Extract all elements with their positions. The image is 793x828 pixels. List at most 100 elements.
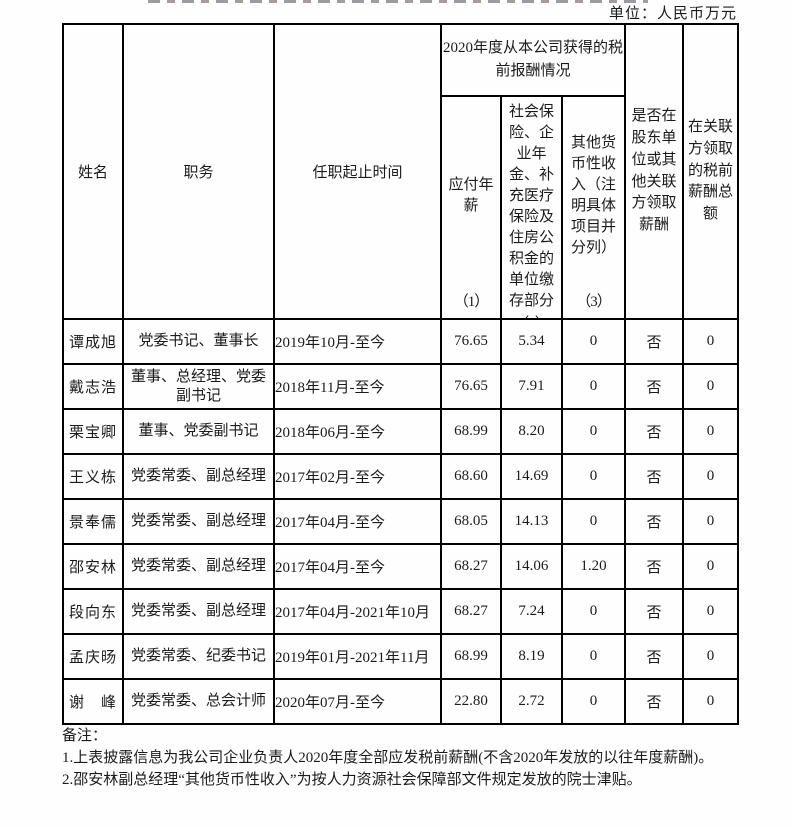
- table-row: 景奉儒 党委常委、副总经理 2017年04月-至今 68.05 14.13 0 否 0: [62, 498, 739, 545]
- table-row: 谭成旭 党委书记、董事长 2019年10月-至今 76.65 5.34 0 否 0: [62, 318, 739, 365]
- header-salary-label: 应付年薪: [448, 177, 494, 214]
- cell-related_flag: 否: [624, 588, 684, 635]
- cell-salary: 22.80: [440, 678, 502, 725]
- table-row: 栗宝卿 董事、党委副书记 2018年06月-至今 68.99 8.20 0 否 0: [62, 408, 739, 455]
- cell-insurance: 14.13: [500, 498, 563, 545]
- cell-name: 王义栋: [62, 453, 124, 500]
- cell-insurance: 8.19: [500, 633, 563, 680]
- cell-term: 2017年04月-2021年10月: [273, 588, 442, 635]
- cell-term: 2020年07月-至今: [273, 678, 442, 725]
- cell-position: 党委常委、副总经理: [122, 543, 275, 590]
- cell-term: 2019年01月-2021年11月: [273, 633, 442, 680]
- cell-term: 2017年04月-至今: [273, 543, 442, 590]
- cell-name: 景奉儒: [62, 498, 124, 545]
- notes-title: 备注：: [62, 728, 108, 744]
- cell-name: 谢 峰: [62, 678, 124, 725]
- cell-name: 栗宝卿: [62, 408, 124, 455]
- cell-insurance: 8.20: [500, 408, 563, 455]
- cell-related_flag: 否: [624, 498, 684, 545]
- cell-related_flag: 否: [624, 318, 684, 365]
- cell-position: 党委常委、副总经理: [122, 453, 275, 500]
- cell-name: 戴志浩: [62, 363, 124, 410]
- table-row: 段向东 党委常委、副总经理 2017年04月-2021年10月 68.27 7.24 0 否…: [62, 588, 739, 635]
- table-row: 王义栋 党委常委、副总经理 2017年02月-至今 68.60 14.69 0 否 0: [62, 453, 739, 500]
- cell-name: 谭成旭: [62, 318, 124, 365]
- cell-term: 2017年04月-至今: [273, 498, 442, 545]
- cell-insurance: 14.06: [500, 543, 563, 590]
- cell-insurance: 7.91: [500, 363, 563, 410]
- table-row: 谢 峰党委常委、总会计师 2020年07月-至今 22.80 2.72 0 否 0: [62, 678, 739, 725]
- cell-other: 0: [561, 588, 626, 635]
- cell-related_total: 0: [682, 318, 739, 365]
- cell-related_total: 0: [682, 453, 739, 500]
- header-insurance: 社会保险、企业年金、补充医疗保险及住房公积金的单位缴存部分 （2）: [500, 95, 563, 320]
- header-row-top: 姓名 职务 任职起止时间 2020年度从本公司获得的税前报酬情况 是否在股东单位…: [62, 23, 739, 320]
- cell-salary: 76.65: [440, 318, 502, 365]
- cell-insurance: 7.24: [500, 588, 563, 635]
- cell-insurance: 14.69: [500, 453, 563, 500]
- cell-insurance: 5.34: [500, 318, 563, 365]
- cell-related_total: 0: [682, 498, 739, 545]
- cell-other: 0: [561, 633, 626, 680]
- note-item-1: 1.上表披露信息为我公司企业负责人2020年度全部应发税前薪酬(不含2020年发…: [62, 749, 714, 766]
- header-group-2020: 2020年度从本公司获得的税前报酬情况: [440, 23, 626, 97]
- cell-salary: 68.99: [440, 633, 502, 680]
- cell-term: 2018年06月-至今: [273, 408, 442, 455]
- table-row: 孟庆旸 党委常委、纪委书记 2019年01月-2021年11月 68.99 8.19 0 否…: [62, 633, 739, 680]
- header-insurance-index: （2）: [514, 312, 550, 317]
- cell-position: 党委常委、纪委书记: [122, 633, 275, 680]
- cell-term: 2019年10月-至今: [273, 318, 442, 365]
- cell-name: 段向东: [62, 588, 124, 635]
- cell-related_total: 0: [682, 408, 739, 455]
- header-related-party-total: 在关联方领取的税前薪酬总额: [682, 23, 739, 320]
- cell-position: 党委书记、董事长: [122, 318, 275, 365]
- cell-term: 2018年11月-至今: [273, 363, 442, 410]
- cell-other: 0: [561, 363, 626, 410]
- header-other-income-index: （3）: [576, 294, 612, 310]
- header-related-party-flag: 是否在股东单位或其他关联方领取薪酬: [624, 23, 684, 320]
- cell-salary: 68.27: [440, 543, 502, 590]
- cell-related_total: 0: [682, 588, 739, 635]
- cell-related_flag: 否: [624, 453, 684, 500]
- cell-position: 董事、党委副书记: [122, 408, 275, 455]
- header-other-income-label: 其他货币性收入（注明具体项目并分列）: [570, 135, 616, 256]
- cell-other: 0: [561, 453, 626, 500]
- cell-related_total: 0: [682, 543, 739, 590]
- cell-position: 党委常委、副总经理: [122, 588, 275, 635]
- cell-other: 0: [561, 318, 626, 365]
- header-salary-index: （1）: [453, 294, 490, 310]
- table-row: 戴志浩 董事、总经理、党委副书记 2018年11月-至今 76.65 7.91 0 否 0: [62, 363, 739, 410]
- cell-related_flag: 否: [624, 543, 684, 590]
- cell-related_flag: 否: [624, 633, 684, 680]
- cell-salary: 68.99: [440, 408, 502, 455]
- cell-salary: 68.05: [440, 498, 502, 545]
- cell-related_flag: 否: [624, 678, 684, 725]
- cell-salary: 68.60: [440, 453, 502, 500]
- cell-other: 0: [561, 408, 626, 455]
- executive-salary-table: 姓名 职务 任职起止时间 2020年度从本公司获得的税前报酬情况 是否在股东单位…: [62, 23, 739, 725]
- cell-related_total: 0: [682, 363, 739, 410]
- note-item-2: 2.邵安林副总经理“其他货币性收入”为按人力资源社会保障部文件规定发放的院士津贴…: [62, 771, 642, 788]
- cell-related_flag: 否: [624, 363, 684, 410]
- header-row-sub: 应付年薪 （1） 社会保险、企业年金、补充医疗保险及住房公积金的单位缴存部分 （…: [63, 95, 738, 320]
- cell-related_total: 0: [682, 633, 739, 680]
- cell-other: 1.20: [561, 543, 626, 590]
- cell-position: 党委常委、总会计师: [122, 678, 275, 725]
- header-insurance-label: 社会保险、企业年金、补充医疗保险及住房公积金的单位缴存部分: [508, 104, 554, 309]
- cell-insurance: 2.72: [500, 678, 563, 725]
- notes-section: 备注： 1.上表披露信息为我公司企业负责人2020年度全部应发税前薪酬(不含20…: [62, 726, 740, 791]
- cell-other: 0: [561, 498, 626, 545]
- cell-other: 0: [561, 678, 626, 725]
- cell-name: 邵安林: [62, 543, 124, 590]
- cell-related_flag: 否: [624, 408, 684, 455]
- cell-position: 党委常委、副总经理: [122, 498, 275, 545]
- cell-position: 董事、总经理、党委副书记: [122, 363, 275, 410]
- table-body: 谭成旭 党委书记、董事长 2019年10月-至今 76.65 5.34 0 否 0 戴志浩 董事、…: [62, 318, 739, 725]
- cell-related_total: 0: [682, 678, 739, 725]
- cell-term: 2017年02月-至今: [273, 453, 442, 500]
- unit-label: 单位：人民币万元: [608, 6, 737, 22]
- header-position: 职务: [122, 23, 275, 320]
- cell-salary: 68.27: [440, 588, 502, 635]
- header-salary: 应付年薪 （1）: [440, 95, 502, 320]
